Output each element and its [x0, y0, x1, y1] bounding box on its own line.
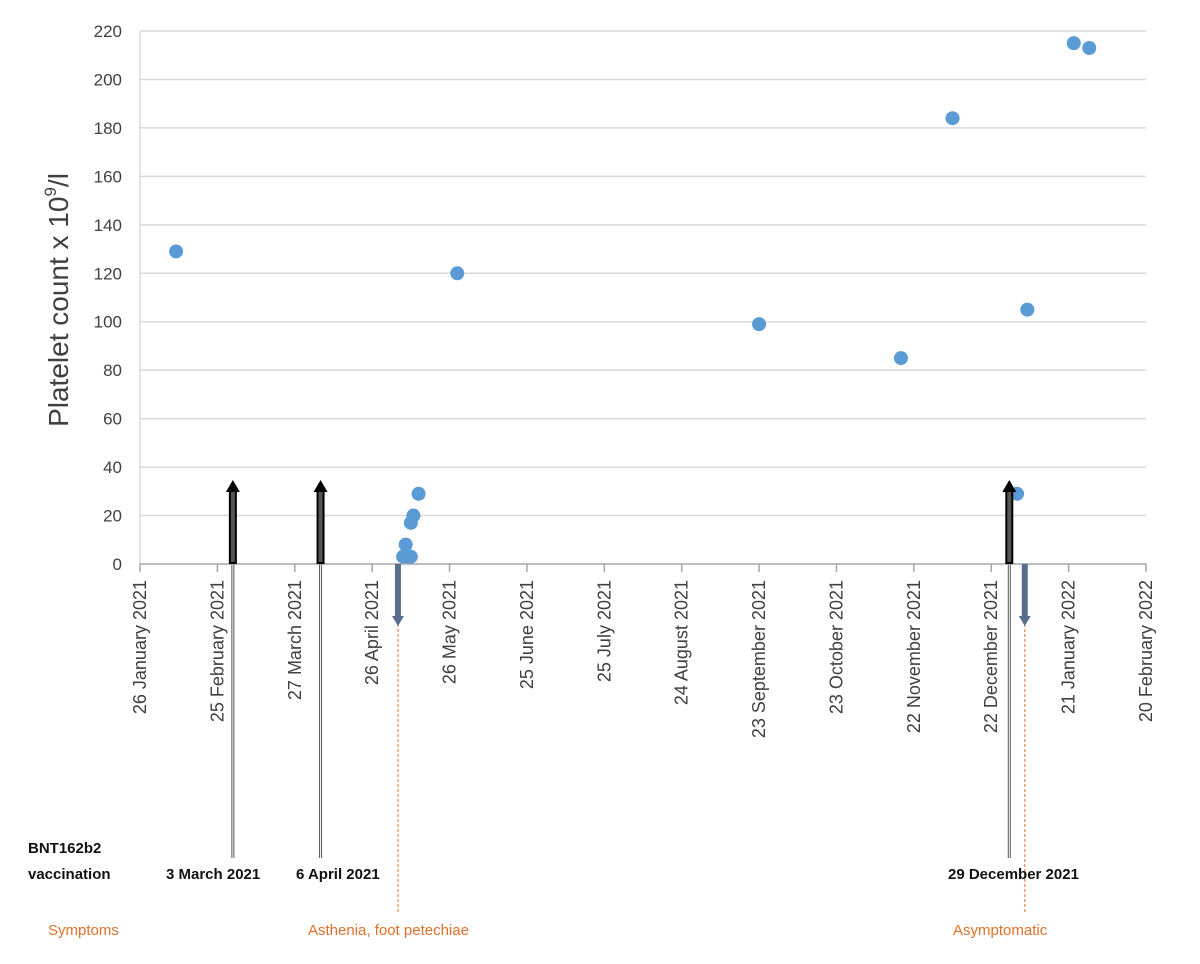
x-tick-label: 24 August 2021 — [672, 580, 692, 705]
vaccination-date-2: 6 April 2021 — [296, 866, 380, 883]
event-arrows — [225, 480, 1031, 626]
symptom-arrow-shaft — [1021, 564, 1028, 618]
data-point — [398, 537, 413, 552]
x-tick-label: 25 June 2021 — [517, 580, 537, 689]
vaccination-arrow-core — [230, 492, 235, 562]
y-axis-label-superscript: 9 — [41, 187, 60, 196]
vaccination-label-line1: BNT162b2 — [28, 840, 102, 857]
data-point — [1020, 302, 1035, 317]
y-tick-label: 200 — [94, 70, 122, 89]
x-tick-label: 23 September 2021 — [749, 580, 769, 738]
data-point — [403, 549, 418, 564]
data-point — [169, 244, 184, 259]
x-tick-label: 22 December 2021 — [981, 580, 1001, 733]
data-point — [893, 351, 908, 366]
symptom-event-2: Asymptomatic — [953, 922, 1048, 939]
y-tick-label: 40 — [103, 458, 122, 477]
event-guide-lines — [231, 564, 1026, 912]
data-point — [1082, 40, 1097, 55]
data-point — [411, 486, 426, 501]
x-tick-label: 27 March 2021 — [285, 580, 305, 700]
symptom-arrow-head — [1018, 616, 1031, 626]
data-points — [169, 36, 1097, 564]
x-tick-label: 20 February 2022 — [1136, 580, 1156, 722]
data-point — [406, 508, 421, 523]
x-tick-label: 25 February 2021 — [207, 580, 227, 722]
symptom-arrow-shaft — [394, 564, 401, 618]
y-tick-label: 20 — [103, 507, 122, 526]
vaccination-label: BNT162b2 vaccination — [28, 836, 111, 888]
y-tick-labels: 0 20 40 60 80 100 120 140 160 180 200 220 — [94, 22, 122, 574]
y-tick-label: 120 — [94, 264, 122, 283]
vaccination-arrow-head — [313, 480, 328, 492]
data-point — [450, 266, 465, 281]
data-point — [1066, 36, 1081, 51]
x-tick-label: 26 January 2021 — [130, 580, 150, 714]
y-tick-label: 180 — [94, 119, 122, 138]
vaccination-arrow-core — [1007, 492, 1012, 562]
symptoms-label: Symptoms — [48, 922, 119, 939]
x-tick-label: 22 November 2021 — [904, 580, 924, 733]
y-tick-label: 220 — [94, 22, 122, 41]
axes — [139, 563, 1147, 572]
data-point — [945, 111, 960, 126]
x-tick-label: 26 May 2021 — [440, 580, 460, 684]
symptom-arrow-head — [391, 616, 404, 626]
vaccination-arrow-head — [1002, 480, 1017, 492]
x-tick-label: 21 January 2022 — [1059, 580, 1079, 714]
y-tick-label: 60 — [103, 410, 122, 429]
symptom-event-1: Asthenia, foot petechiae — [308, 922, 469, 939]
x-tick-label: 26 April 2021 — [362, 580, 382, 685]
data-point — [752, 317, 767, 332]
y-tick-label: 140 — [94, 216, 122, 235]
x-tick-label: 25 July 2021 — [594, 580, 614, 682]
x-tick-labels: 26 January 2021 25 February 2021 27 March … — [130, 580, 1156, 738]
y-tick-label: 0 — [113, 555, 122, 574]
y-tick-label: 160 — [94, 167, 122, 186]
gridlines — [139, 30, 1146, 564]
y-axis-label: Platelet count x 109/l — [41, 173, 74, 427]
vaccination-date-1: 3 March 2021 — [166, 866, 261, 883]
y-axis-label-suffix: /l — [43, 173, 74, 187]
vaccination-label-line2: vaccination — [28, 866, 111, 883]
vaccination-arrow-head — [225, 480, 240, 492]
x-tick-label: 23 October 2021 — [826, 580, 846, 714]
vaccination-date-3: 29 December 2021 — [948, 866, 1079, 883]
y-tick-label: 100 — [94, 313, 122, 332]
y-tick-label: 80 — [103, 361, 122, 380]
vaccination-arrow-core — [318, 492, 323, 562]
